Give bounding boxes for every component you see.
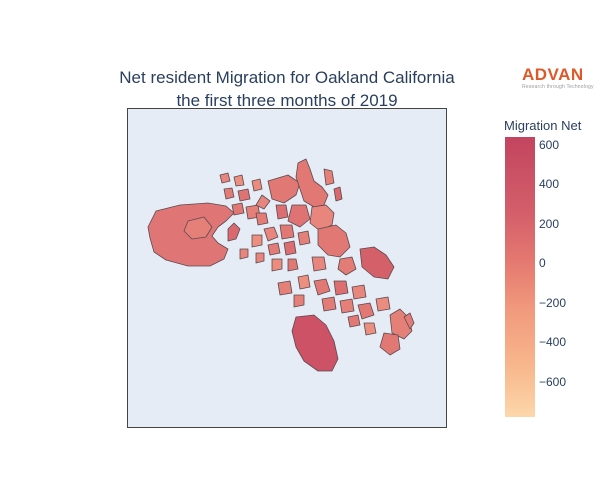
colorbar-tick-label: −400 xyxy=(539,335,567,350)
tract-polygon[interactable] xyxy=(317,224,351,258)
advan-logo: ADVAN Research through Technology xyxy=(522,66,598,90)
tract-polygon[interactable] xyxy=(309,204,335,232)
tract-polygon[interactable] xyxy=(291,314,339,372)
tract-polygon[interactable] xyxy=(297,274,311,290)
tract-polygon[interactable] xyxy=(313,278,331,296)
tract-polygon[interactable] xyxy=(359,246,395,280)
colorbar-tick-label: 0 xyxy=(539,256,546,271)
map-plot-area[interactable] xyxy=(127,108,447,428)
tract-polygon[interactable] xyxy=(227,222,241,242)
tract-polygon[interactable] xyxy=(403,312,415,330)
tract-polygon[interactable] xyxy=(295,158,329,208)
tract-polygon[interactable] xyxy=(375,296,391,312)
tract-polygon[interactable] xyxy=(379,332,401,356)
tract-polygon[interactable] xyxy=(223,187,235,200)
colorbar-title: Migration Net xyxy=(504,118,582,133)
tract-polygon[interactable] xyxy=(311,256,327,272)
tract-polygon[interactable] xyxy=(255,212,269,226)
tract-polygon[interactable] xyxy=(337,256,357,276)
tract-polygon[interactable] xyxy=(255,252,265,264)
colorbar-tick-label: 400 xyxy=(539,177,560,192)
colorbar-tick-label: 200 xyxy=(539,216,560,231)
tract-polygon[interactable] xyxy=(333,186,343,202)
tract-polygon[interactable] xyxy=(363,322,377,336)
tract-polygon[interactable] xyxy=(271,258,283,272)
tract-polygon[interactable] xyxy=(277,280,293,296)
tract-polygon[interactable] xyxy=(357,302,375,320)
tract-polygon[interactable] xyxy=(351,284,367,300)
chart-title-line-1: Net resident Migration for Oakland Calif… xyxy=(119,68,455,87)
tract-polygon[interactable] xyxy=(263,226,279,242)
chart-title-line-2: the first three months of 2019 xyxy=(176,91,398,110)
logo-tagline: Research through Technology xyxy=(522,84,594,90)
chart-title: Net resident Migration for Oakland Calif… xyxy=(67,66,507,112)
tract-polygon[interactable] xyxy=(339,298,355,314)
oakland-choropleth-map[interactable] xyxy=(128,109,446,427)
tract-polygon[interactable] xyxy=(321,296,337,312)
tract-polygon[interactable] xyxy=(233,174,245,187)
tract-polygon[interactable] xyxy=(323,168,335,186)
tract-polygon[interactable] xyxy=(231,202,245,216)
tract-polygon[interactable] xyxy=(251,178,263,192)
colorbar xyxy=(505,137,535,417)
tract-polygon[interactable] xyxy=(347,314,361,328)
tract-polygon[interactable] xyxy=(237,188,251,202)
logo-word: ADVAN xyxy=(522,65,584,84)
tract-polygon[interactable] xyxy=(239,248,249,260)
tract-polygon[interactable] xyxy=(251,234,263,248)
tract-polygon[interactable] xyxy=(219,172,231,184)
tract-polygon[interactable] xyxy=(333,280,349,296)
tract-polygon[interactable] xyxy=(279,224,295,240)
tract-polygon[interactable] xyxy=(293,294,305,308)
colorbar-tick-label: −200 xyxy=(539,295,567,310)
tract-polygon[interactable] xyxy=(287,204,311,228)
tract-polygon[interactable] xyxy=(283,240,297,256)
tract-polygon[interactable] xyxy=(183,216,213,240)
colorbar-tick-label: −600 xyxy=(539,374,567,389)
colorbar-tick-label: 600 xyxy=(539,137,560,152)
tract-polygon[interactable] xyxy=(287,258,299,272)
tract-polygon[interactable] xyxy=(255,194,271,210)
tract-polygon[interactable] xyxy=(267,242,281,256)
tract-polygon[interactable] xyxy=(267,174,301,204)
tract-polygon[interactable] xyxy=(275,204,289,220)
tract-polygon[interactable] xyxy=(297,230,311,246)
